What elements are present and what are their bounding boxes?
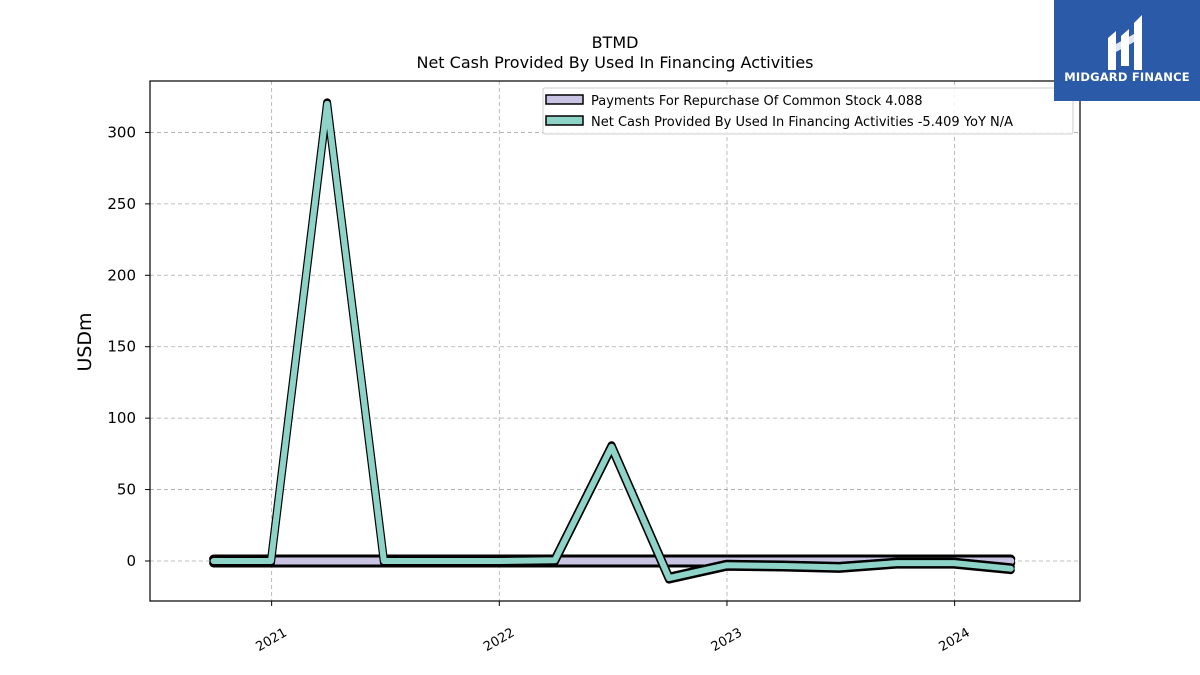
y-tick-label: 250 (107, 195, 136, 213)
series-line-financing (210, 100, 1014, 582)
chart-subtitle: Net Cash Provided By Used In Financing A… (416, 53, 813, 72)
x-tick-label: 2021 (253, 625, 289, 655)
y-axis-ticks: 0 50 100 150 200 250 300 (107, 123, 150, 570)
legend-box (542, 87, 1074, 135)
x-tick-label: 2022 (481, 625, 517, 655)
legend-label-financing: Net Cash Provided By Used In Financing A… (591, 115, 1013, 130)
legend-swatch-repurchase (545, 94, 584, 105)
legend: Payments For Repurchase Of Common Stock … (542, 87, 1074, 135)
midgard-logo-icon (1108, 15, 1142, 70)
y-tick-label: 300 (107, 123, 136, 141)
y-tick-label: 150 (107, 338, 136, 356)
y-tick-label: 50 (117, 481, 136, 499)
brand-name: MIDGARD FINANCE (1064, 70, 1190, 84)
legend-label-repurchase: Payments For Repurchase Of Common Stock … (591, 94, 922, 109)
brand-logo: MIDGARD FINANCE (1054, 0, 1200, 101)
y-tick-label: 0 (126, 552, 136, 570)
x-tick-label: 2023 (709, 625, 745, 655)
y-tick-label: 100 (107, 409, 136, 427)
legend-swatch-financing (545, 115, 584, 126)
series-layer (209, 98, 1016, 584)
chart-title: BTMD (592, 33, 639, 52)
plot-frame (149, 80, 1081, 602)
grid-lines (150, 81, 1080, 601)
x-axis-ticks: 2021 2022 2023 2024 (253, 601, 973, 655)
y-axis-label: USDm (74, 312, 96, 371)
y-tick-label: 200 (107, 266, 136, 284)
x-tick-label: 2024 (936, 625, 972, 655)
